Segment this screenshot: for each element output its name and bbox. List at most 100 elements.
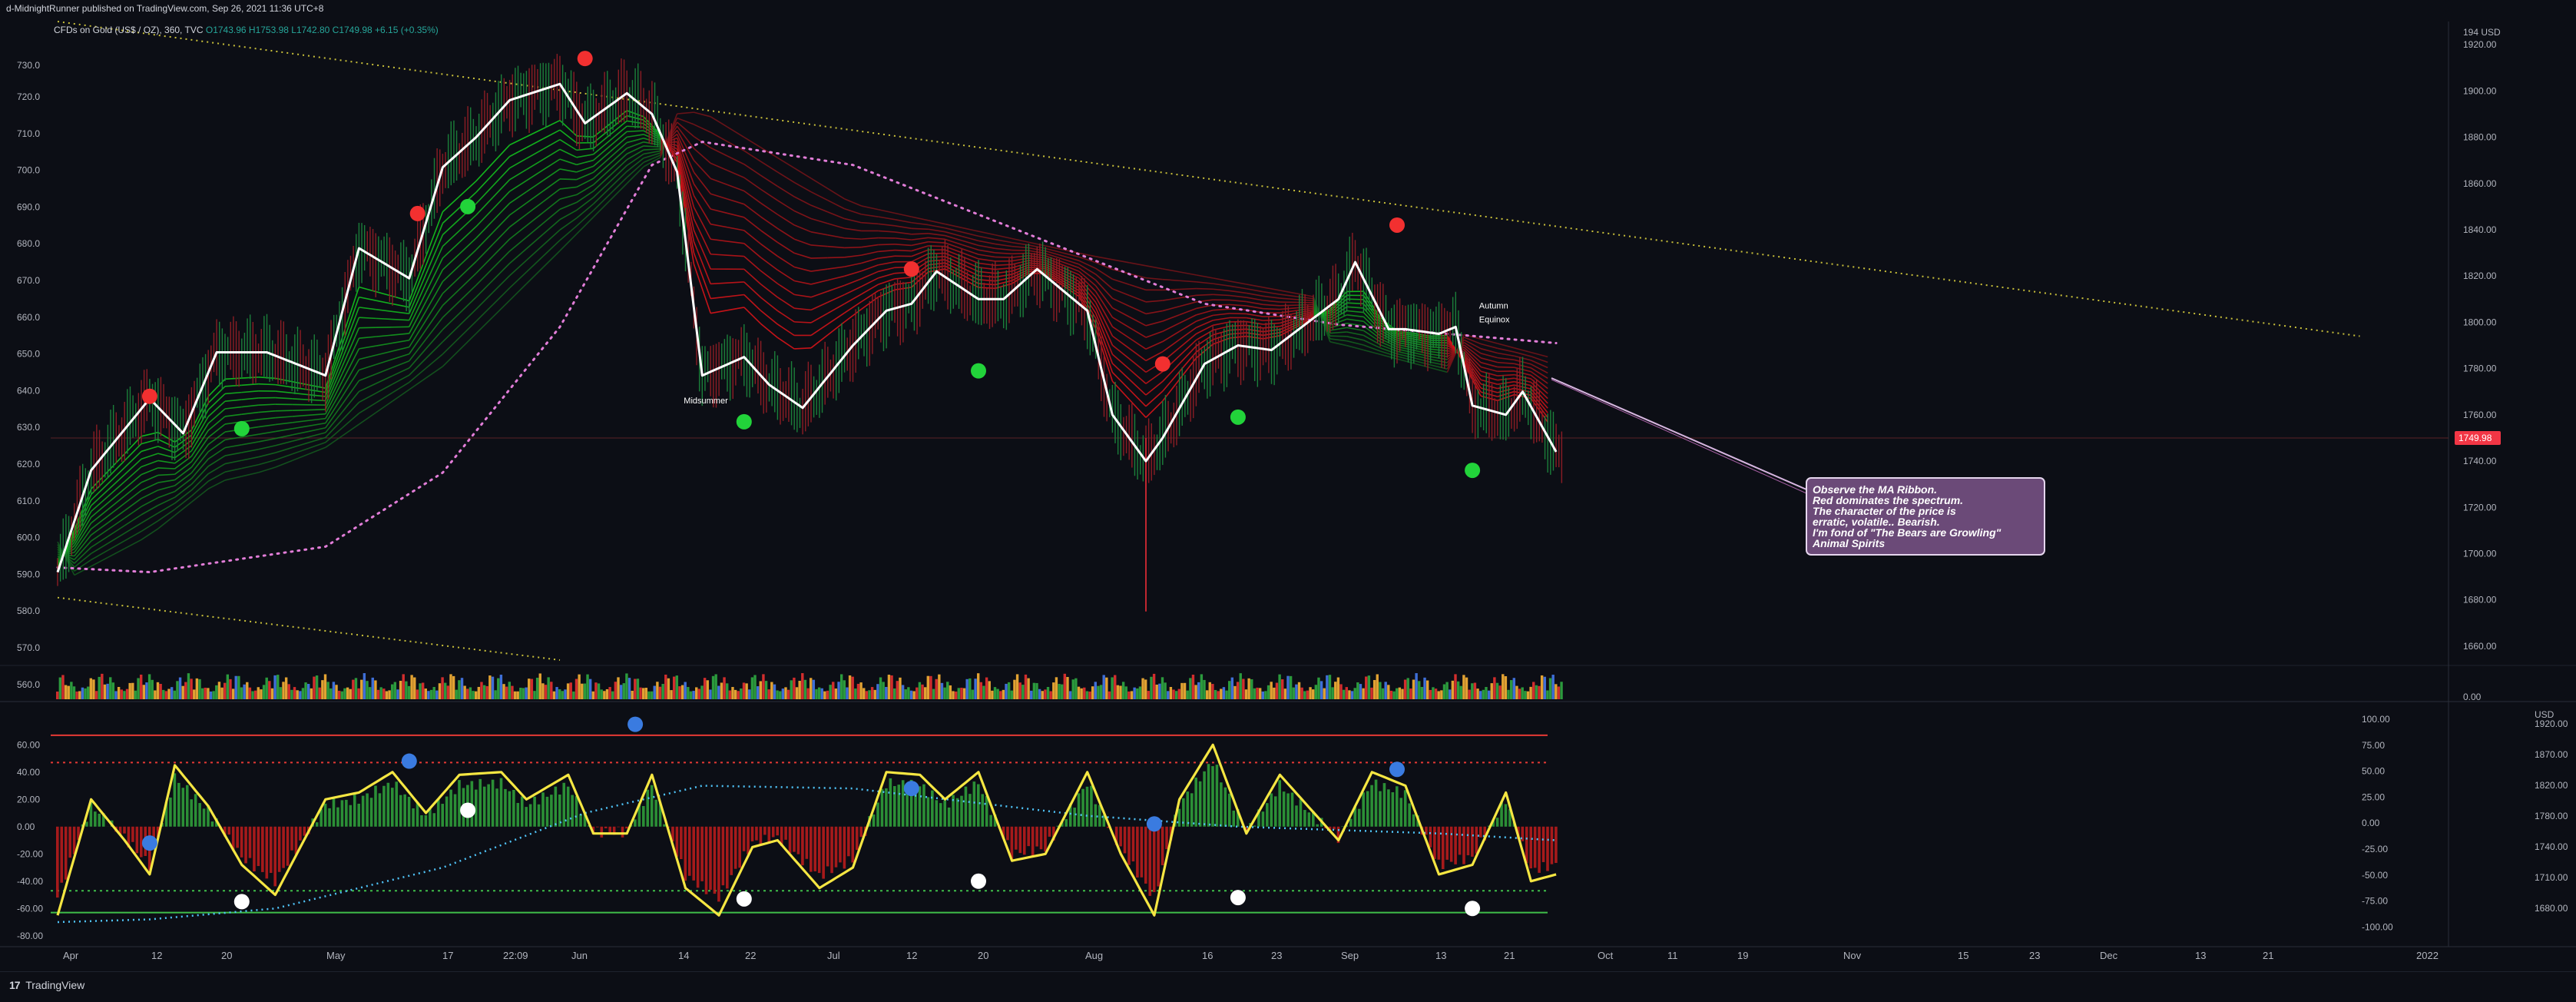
ribbon-segment <box>359 317 376 318</box>
volume-bar <box>257 687 260 699</box>
ribbon-segment <box>794 294 811 297</box>
volume-bar <box>363 673 366 699</box>
ribbon-segment <box>811 192 828 201</box>
volume-bar <box>1008 682 1010 699</box>
osc-histogram-bar <box>747 827 750 854</box>
osc-histogram-bar <box>1232 811 1235 827</box>
time-tick-label: Nov <box>1843 950 1862 961</box>
ribbon-segment <box>878 224 895 226</box>
volume-bar <box>943 688 945 699</box>
ribbon-segment <box>577 154 594 158</box>
symbol-legend[interactable]: CFDs on Gold (US$ / OZ), 360, TVC O1743.… <box>54 25 439 35</box>
ribbon-segment <box>995 248 1012 250</box>
left-price-tick-label: 560.0 <box>17 679 40 690</box>
ribbon-segment <box>359 383 376 391</box>
ribbon-segment <box>292 410 309 411</box>
osc-histogram-bar <box>420 815 423 827</box>
osc-histogram-bar <box>1073 808 1076 827</box>
volume-bar <box>232 688 234 699</box>
ribbon-segment <box>259 384 276 385</box>
volume-bar <box>478 687 480 699</box>
osc-histogram-bar <box>65 827 68 880</box>
ribbon-segment <box>828 294 845 302</box>
ribbon-segment <box>861 271 878 278</box>
ribbon-segment <box>962 227 978 231</box>
ribbon-segment <box>761 323 778 337</box>
ribbon-segment <box>426 306 443 330</box>
osc-histogram-bar <box>1207 764 1210 827</box>
osc-histogram-bar <box>1375 780 1378 827</box>
ribbon-segment <box>292 448 309 454</box>
osc-histogram-bar <box>94 811 97 827</box>
volume-bar <box>229 679 231 699</box>
osc-histogram-bar <box>859 827 863 837</box>
ribbon-segment <box>526 212 543 225</box>
ribbon-segment <box>577 172 594 179</box>
ribbon-segment <box>225 445 242 448</box>
volume-bar <box>81 688 84 699</box>
volume-bar <box>704 678 706 699</box>
ribbon-segment <box>359 355 376 359</box>
volume-bar <box>391 685 393 699</box>
chart-annotation: Autumn <box>1479 301 1508 310</box>
ribbon-segment <box>376 401 392 413</box>
volume-bar <box>676 675 678 699</box>
volume-bar <box>1273 688 1275 699</box>
ribbon-segment <box>1112 327 1129 338</box>
ribbon-segment <box>1163 323 1180 332</box>
volume-bar <box>204 688 207 699</box>
osc-histogram-bar <box>826 827 829 867</box>
ribbon-segment <box>1146 300 1163 302</box>
buy-signal-dot <box>460 199 475 214</box>
osc-histogram-bar <box>575 796 578 827</box>
osc-histogram-bar <box>654 800 657 827</box>
ribbon-segment <box>309 443 326 449</box>
ribbon-segment <box>1129 348 1146 360</box>
osc-histogram-bar <box>249 827 252 858</box>
ribbon-segment <box>560 187 577 189</box>
volume-bar <box>1462 675 1465 699</box>
ribbon-segment <box>191 445 208 468</box>
ribbon-segment <box>292 431 309 435</box>
volume-bar <box>310 688 313 699</box>
osc-right-tick-label: 25.00 <box>2362 791 2385 802</box>
osc-histogram-bar <box>236 827 239 848</box>
price-tick-label: 1900.00 <box>2463 85 2497 96</box>
ribbon-segment <box>912 237 929 240</box>
osc-right-tick-label: -100.00 <box>2362 921 2393 932</box>
volume-bar <box>326 682 329 699</box>
osc-histogram-bar <box>872 815 876 827</box>
ribbon-segment <box>1230 281 1247 284</box>
ribbon-segment <box>91 503 108 517</box>
osc-usd-tick-label: 1740.00 <box>2535 841 2568 852</box>
osc-histogram-bar <box>642 806 645 827</box>
buy-signal-dot <box>737 414 752 430</box>
volume-bar <box>352 680 354 699</box>
volume-bar <box>263 685 265 699</box>
volume-bar <box>246 682 248 699</box>
ribbon-segment <box>727 241 744 244</box>
ribbon-segment <box>141 460 158 466</box>
volume-bar <box>394 682 396 699</box>
volume-bar <box>68 686 70 699</box>
ribbon-segment <box>426 247 443 284</box>
osc-histogram-bar <box>968 794 972 827</box>
volume-bar <box>1035 683 1038 699</box>
volume-bar <box>179 678 181 699</box>
volume-bar <box>1435 688 1437 699</box>
volume-bar <box>977 673 979 699</box>
volume-bar <box>826 691 829 699</box>
ribbon-segment <box>777 324 794 336</box>
osc-histogram-bar <box>244 827 247 864</box>
ribbon-segment <box>828 188 845 198</box>
volume-bar <box>916 688 918 699</box>
osc-histogram-bar <box>1253 825 1257 826</box>
volume-bar <box>1290 676 1292 699</box>
ribbon-segment <box>560 159 577 164</box>
volume-bar <box>740 688 742 699</box>
tradingview-logo[interactable]: 17 TradingView <box>9 979 84 991</box>
osc-left-tick-label: -20.00 <box>17 848 43 859</box>
ribbon-segment <box>794 253 811 258</box>
ribbon-segment <box>259 411 276 413</box>
volume-bar <box>1131 691 1133 699</box>
